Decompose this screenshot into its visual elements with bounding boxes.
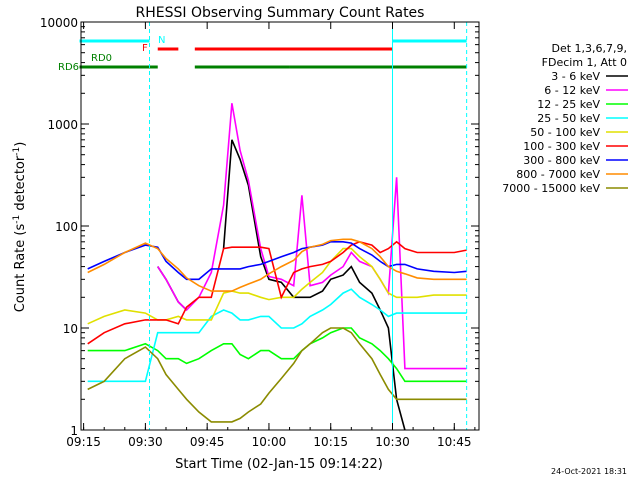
- legend-label: 50 - 100 keV: [530, 126, 600, 139]
- x-tick-label: 10:45: [437, 435, 472, 449]
- chart-title: RHESSI Observing Summary Count Rates: [136, 5, 425, 21]
- flag-label: F: [142, 43, 148, 54]
- y-axis-label-main: Count Rate (s: [13, 224, 28, 313]
- legend-label: 7000 - 15000 keV: [502, 182, 600, 195]
- x-tick-label: 09:15: [66, 435, 101, 449]
- legend-label: 800 - 7000 keV: [516, 168, 600, 181]
- x-tick-label: 09:45: [190, 435, 225, 449]
- x-tick-label: 10:30: [375, 435, 410, 449]
- y-tick-label: 10: [63, 322, 78, 336]
- legend-label: 3 - 6 keV: [551, 70, 600, 83]
- footer-date: 24-Oct-2021 18:31: [551, 467, 627, 476]
- y-axis-label-end: ): [13, 142, 28, 147]
- series-line: [157, 103, 467, 370]
- y-axis-label: Count Rate (s-1 detector-1): [12, 142, 28, 313]
- y-tick-label: 10000: [40, 16, 78, 30]
- x-tick-label: 09:30: [128, 435, 163, 449]
- legend-label: 6 - 12 keV: [544, 84, 600, 97]
- legend-header-line2: FDecim 1, Att 0: [542, 56, 627, 69]
- x-ticks: 09:15 09:30 09:45 10:00 10:15 10:30 10:45: [66, 22, 476, 449]
- y-tick-label: 1000: [47, 118, 78, 132]
- legend-header-line1: Det 1,3,6,7,9,: [551, 42, 627, 55]
- y-ticks: 1 10 100 1000 10000: [40, 16, 479, 438]
- y-tick-label: 100: [55, 220, 78, 234]
- legend-label: 12 - 25 keV: [537, 98, 600, 111]
- legend-label: 300 - 800 keV: [523, 154, 600, 167]
- flag-label: RD6: [58, 62, 79, 73]
- x-tick-label: 10:15: [313, 435, 348, 449]
- y-tick-label: 1: [70, 424, 78, 438]
- legend-label: 25 - 50 keV: [537, 112, 600, 125]
- flag-label: RD0: [91, 53, 112, 64]
- legend: Det 1,3,6,7,9, FDecim 1, Att 0 3 - 6 keV…: [502, 42, 628, 195]
- y-axis-label-sup2: -1: [12, 147, 22, 156]
- y-axis-label-mid: detector: [13, 155, 28, 215]
- legend-label: 100 - 300 keV: [523, 140, 600, 153]
- y-axis-label-sup1: -1: [12, 215, 22, 224]
- flag-lines: NF RD0 RD6: [58, 22, 468, 430]
- flag-label: N: [158, 35, 165, 46]
- x-tick-label: 10:00: [252, 435, 287, 449]
- x-axis-label: Start Time (02-Jan-15 09:14:22): [175, 457, 383, 472]
